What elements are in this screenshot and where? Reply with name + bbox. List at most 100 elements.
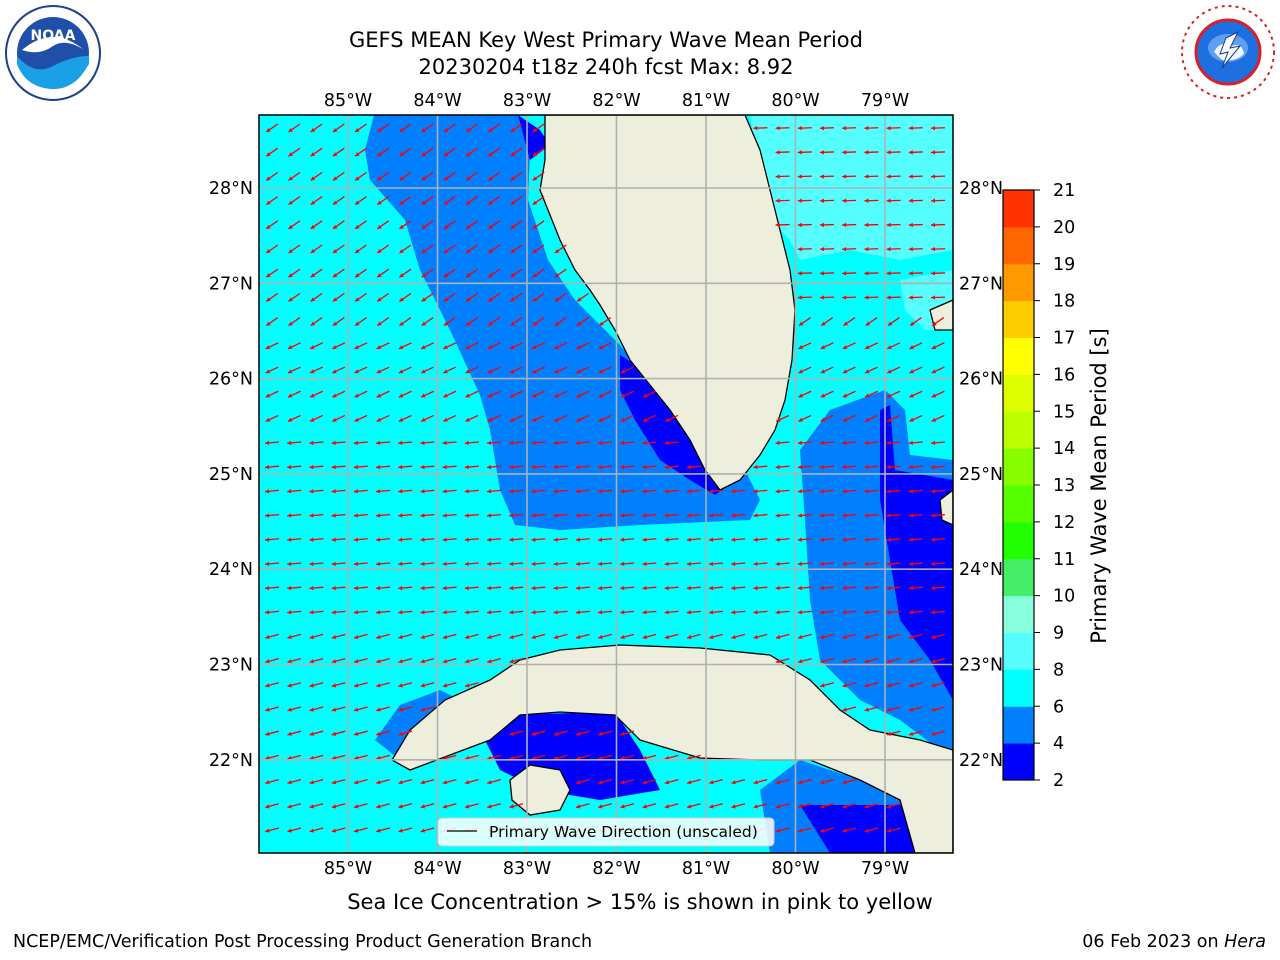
wave-arrow bbox=[864, 271, 879, 276]
wave-arrow bbox=[531, 440, 546, 446]
lon-tick-label: 81°W bbox=[682, 91, 730, 111]
wave-arrow bbox=[864, 125, 879, 131]
wave-arrow bbox=[398, 537, 413, 542]
wave-arrow bbox=[442, 561, 457, 567]
wave-arrow bbox=[465, 390, 479, 398]
wave-arrow bbox=[353, 440, 368, 446]
lat-tick-label: 26°N bbox=[209, 370, 253, 390]
wave-arrow bbox=[930, 198, 946, 203]
wave-arrow bbox=[398, 633, 413, 640]
wave-arrow bbox=[421, 171, 434, 181]
colorbar-segment bbox=[1003, 632, 1034, 670]
wave-arrow bbox=[930, 271, 946, 276]
wave-arrow bbox=[331, 706, 346, 712]
wave-arrow bbox=[331, 633, 346, 640]
lat-tick-label: 23°N bbox=[959, 656, 1003, 676]
wave-arrow bbox=[842, 489, 857, 494]
footer-date: 06 Feb 2023 on Hera bbox=[1082, 932, 1266, 952]
wave-arrow bbox=[553, 633, 568, 640]
wave-arrow bbox=[753, 489, 768, 494]
colorbar-segment bbox=[1003, 337, 1034, 375]
latitude-labels-left: 28°N 27°N 26°N 25°N 24°N 23°N 22°N bbox=[209, 179, 253, 771]
wave-arrow bbox=[442, 633, 457, 640]
colorbar-tick-label: 10 bbox=[1053, 587, 1075, 607]
wave-arrow bbox=[554, 317, 567, 327]
wave-arrow bbox=[509, 803, 524, 809]
wave-arrow bbox=[465, 414, 479, 422]
colorbar-segment bbox=[1003, 743, 1034, 781]
wave-arrow bbox=[709, 633, 723, 640]
wave-arrow bbox=[819, 174, 835, 179]
wave-arrow bbox=[531, 585, 546, 591]
wave-arrow bbox=[354, 317, 367, 327]
wave-arrow bbox=[332, 292, 345, 302]
wave-arrow bbox=[264, 561, 280, 567]
colorbar-tick-label: 11 bbox=[1053, 550, 1075, 570]
wave-arrow bbox=[487, 778, 501, 785]
wave-arrow bbox=[375, 464, 391, 470]
wave-arrow bbox=[620, 633, 635, 640]
wave-arrow bbox=[398, 513, 413, 518]
wave-arrow bbox=[353, 610, 368, 615]
wave-arrow bbox=[731, 561, 746, 567]
wave-arrow bbox=[575, 513, 590, 518]
wave-arrow bbox=[575, 464, 590, 470]
wave-arrow bbox=[908, 150, 923, 155]
wave-arrow bbox=[620, 390, 634, 398]
wave-arrow bbox=[442, 803, 457, 809]
wave-arrow bbox=[265, 633, 279, 640]
wave-arrow bbox=[421, 268, 434, 278]
wave-arrow bbox=[398, 489, 413, 494]
wave-arrow bbox=[886, 633, 901, 640]
wave-arrow bbox=[532, 244, 545, 254]
wave-arrow bbox=[465, 196, 478, 206]
wave-arrow bbox=[398, 585, 413, 591]
wave-arrow bbox=[642, 585, 657, 591]
wave-arrow bbox=[487, 633, 501, 640]
lat-tick-label: 24°N bbox=[959, 560, 1003, 580]
wave-arrow bbox=[398, 827, 413, 833]
colorbar-tick-label: 18 bbox=[1053, 292, 1075, 312]
wave-arrow bbox=[864, 150, 879, 155]
wave-arrow bbox=[620, 803, 635, 809]
wave-arrow bbox=[664, 464, 679, 470]
wave-arrow bbox=[597, 585, 613, 591]
wave-arrow bbox=[886, 271, 901, 276]
wave-arrow bbox=[376, 390, 390, 398]
wave-arrow bbox=[353, 706, 368, 712]
wave-arrow bbox=[553, 513, 568, 518]
wave-arrow bbox=[531, 610, 546, 615]
lat-tick-label: 27°N bbox=[959, 274, 1003, 294]
wave-arrow bbox=[531, 730, 546, 736]
wave-arrow bbox=[353, 489, 368, 494]
wave-arrow bbox=[797, 440, 812, 446]
colorbar-tick-label: 20 bbox=[1053, 218, 1075, 238]
wave-arrow bbox=[843, 317, 856, 327]
wave-arrow bbox=[531, 537, 546, 542]
wave-arrow bbox=[332, 220, 345, 230]
wave-arrow bbox=[931, 414, 945, 422]
colorbar-tick-label: 17 bbox=[1053, 329, 1075, 349]
wave-arrow bbox=[398, 342, 412, 350]
wave-arrow bbox=[642, 390, 657, 398]
wave-arrow bbox=[886, 390, 901, 398]
wave-arrow bbox=[620, 610, 635, 615]
wave-arrow bbox=[597, 537, 613, 542]
wave-arrow bbox=[620, 513, 635, 518]
wave-arrow bbox=[309, 610, 324, 615]
wave-arrow bbox=[399, 196, 412, 206]
wave-arrow bbox=[376, 803, 390, 809]
wave-arrow bbox=[620, 585, 635, 591]
lon-tick-label: 79°W bbox=[861, 859, 909, 879]
wave-arrow bbox=[664, 414, 679, 422]
wave-arrow bbox=[820, 633, 834, 640]
wave-arrow bbox=[509, 730, 524, 736]
wave-arrow bbox=[375, 585, 391, 591]
wave-arrow bbox=[375, 537, 391, 542]
wave-arrow bbox=[509, 585, 524, 591]
wave-arrow bbox=[287, 489, 302, 494]
wave-arrow bbox=[443, 171, 456, 181]
wave-arrow bbox=[864, 295, 879, 300]
wave-arrow bbox=[532, 147, 545, 157]
wave-arrow bbox=[775, 537, 790, 542]
